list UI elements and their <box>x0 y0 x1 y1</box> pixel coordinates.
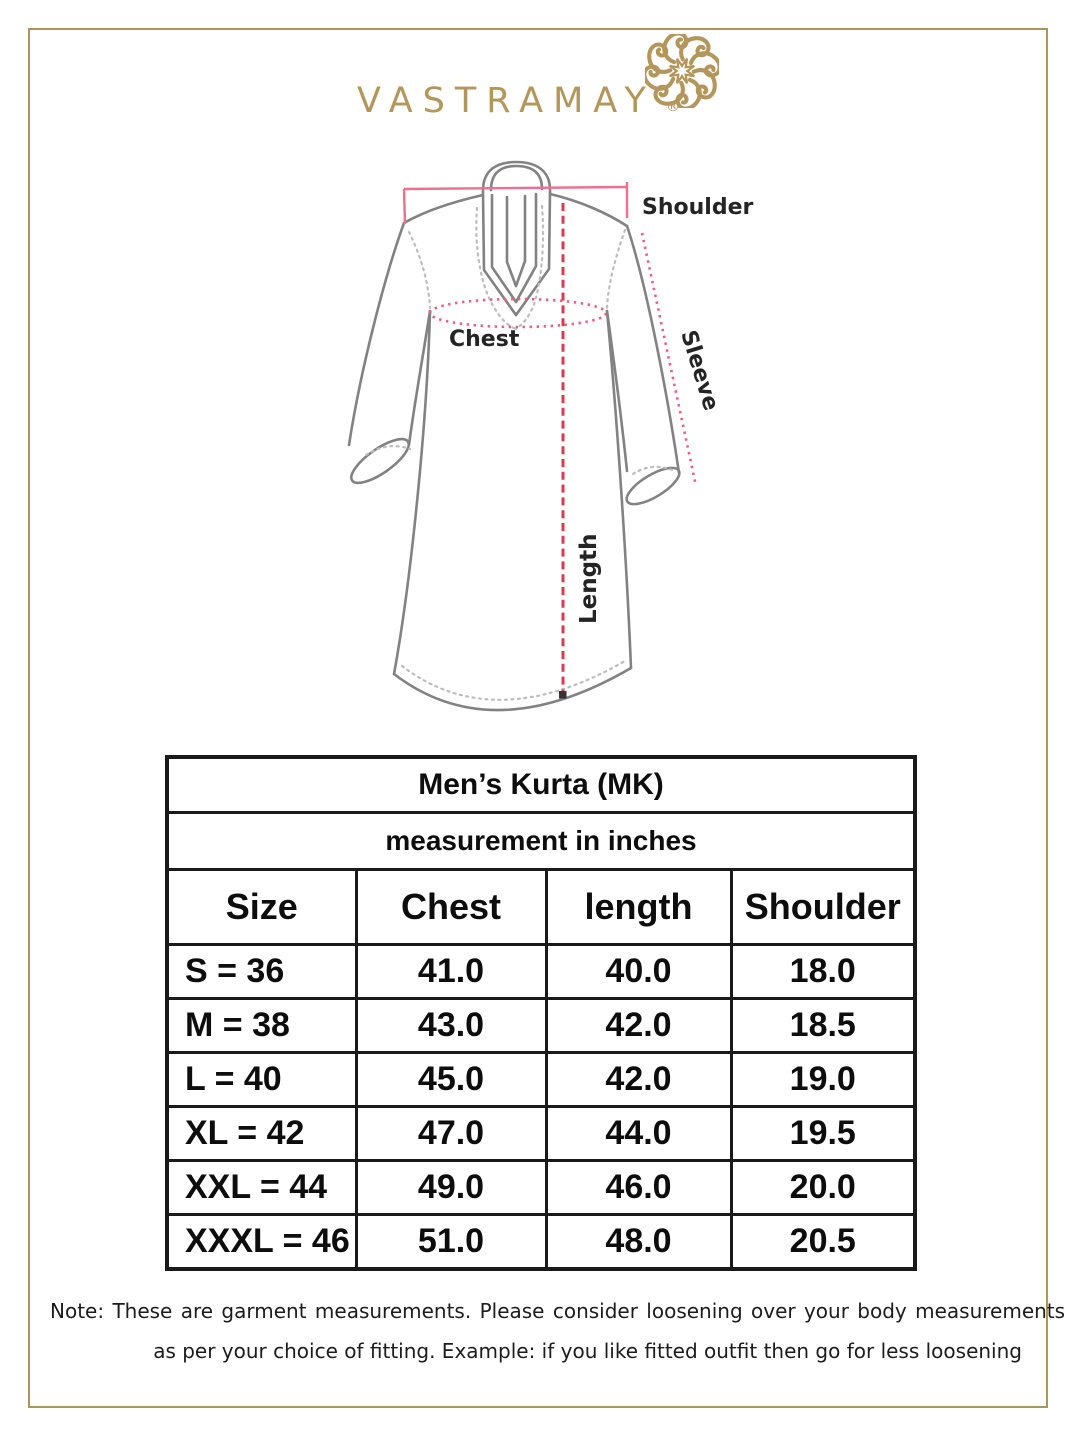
registered-trademark-symbol: ® <box>666 99 680 115</box>
column-header-size: Size <box>165 868 358 946</box>
table-row: XXXL = 46 51.0 48.0 20.5 <box>165 1213 917 1271</box>
chest-cell: 49.0 <box>354 1159 548 1216</box>
note-line-2: as per your choice of fitting. Example: … <box>153 1339 1022 1363</box>
size-cell: XXXL = 46 <box>165 1213 358 1271</box>
table-subtitle: measurement in inches <box>165 811 917 871</box>
shoulder-label: Shoulder <box>642 195 753 220</box>
shoulder-measure-line <box>402 182 629 225</box>
column-header-length: length <box>544 868 733 946</box>
length-label: Length <box>576 534 602 624</box>
column-header-shoulder: Shoulder <box>729 868 917 946</box>
table-row: M = 38 43.0 42.0 18.5 <box>165 997 917 1054</box>
kurta-outline <box>347 160 681 712</box>
table-row: XL = 42 47.0 44.0 19.5 <box>165 1105 917 1162</box>
size-chart-table: Men’s Kurta (MK) measurement in inches S… <box>165 755 917 1271</box>
page-border <box>28 28 1048 1408</box>
chest-label: Chest <box>449 327 520 352</box>
table-row: XXL = 44 49.0 46.0 20.0 <box>165 1159 917 1216</box>
chest-cell: 47.0 <box>354 1105 548 1162</box>
column-header-chest: Chest <box>354 868 548 946</box>
shoulder-cell: 20.0 <box>729 1159 917 1216</box>
note-line-1: Note: These are garment measurements. Pl… <box>50 1299 1066 1323</box>
length-cell: 44.0 <box>544 1105 733 1162</box>
length-cell: 40.0 <box>544 943 733 1000</box>
shoulder-cell: 18.5 <box>729 997 917 1054</box>
length-cell: 42.0 <box>544 997 733 1054</box>
table-title: Men’s Kurta (MK) <box>165 755 917 814</box>
chest-cell: 51.0 <box>354 1213 548 1271</box>
chest-cell: 41.0 <box>354 943 548 1000</box>
shoulder-cell: 19.5 <box>729 1105 917 1162</box>
size-cell: XXL = 44 <box>165 1159 358 1216</box>
shoulder-cell: 19.0 <box>729 1051 917 1108</box>
stitch-dotted-lines <box>364 204 674 701</box>
table-row: S = 36 41.0 40.0 18.0 <box>165 943 917 1000</box>
size-cell: XL = 42 <box>165 1105 358 1162</box>
size-cell: S = 36 <box>165 943 358 1000</box>
length-measure-line <box>559 203 567 699</box>
length-cell: 48.0 <box>544 1213 733 1271</box>
brand-mandala-icon <box>645 34 719 108</box>
kurta-measurement-diagram: Shoulder Chest Sleeve Length <box>347 160 753 712</box>
star-center <box>669 58 695 84</box>
size-cell: L = 40 <box>165 1051 358 1108</box>
brand-logo-text: VASTRAMAY <box>357 81 656 121</box>
sleeve-label: Sleeve <box>675 327 723 413</box>
length-cell: 42.0 <box>544 1051 733 1108</box>
chest-measure-ellipse <box>428 297 608 329</box>
shoulder-cell: 18.0 <box>729 943 917 1000</box>
shoulder-cell: 20.5 <box>729 1213 917 1271</box>
sleeve-measure-line <box>640 232 698 487</box>
size-cell: M = 38 <box>165 997 358 1054</box>
table-row: L = 40 45.0 42.0 19.0 <box>165 1051 917 1108</box>
length-cell: 46.0 <box>544 1159 733 1216</box>
note: Note: These are garment measurements. Pl… <box>50 1291 1066 1371</box>
chest-cell: 45.0 <box>354 1051 548 1108</box>
chest-cell: 43.0 <box>354 997 548 1054</box>
